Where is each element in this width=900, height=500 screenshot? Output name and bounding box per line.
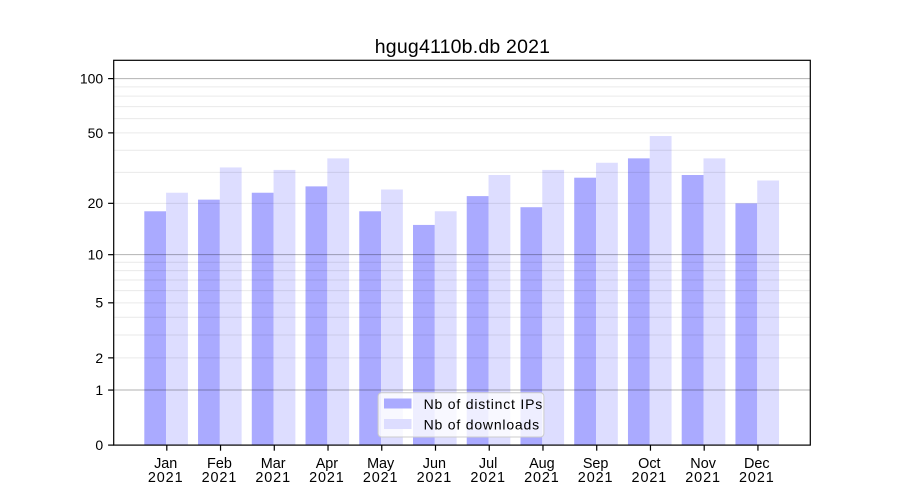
- svg-text:2021: 2021: [632, 470, 668, 486]
- svg-text:2021: 2021: [309, 470, 345, 486]
- svg-text:May: May: [367, 456, 395, 472]
- svg-text:2021: 2021: [685, 470, 721, 486]
- svg-text:1: 1: [95, 382, 103, 398]
- svg-text:2021: 2021: [255, 470, 291, 486]
- svg-text:Mar: Mar: [261, 456, 286, 472]
- svg-text:Apr: Apr: [316, 456, 339, 472]
- svg-text:2: 2: [95, 350, 103, 366]
- svg-text:Nb of downloads: Nb of downloads: [424, 416, 540, 432]
- svg-text:Jun: Jun: [423, 456, 446, 472]
- svg-text:2021: 2021: [524, 470, 560, 486]
- svg-text:20: 20: [88, 195, 104, 211]
- svg-text:Jan: Jan: [154, 456, 177, 472]
- svg-text:Oct: Oct: [638, 456, 660, 472]
- svg-text:2021: 2021: [417, 470, 453, 486]
- svg-text:100: 100: [80, 71, 104, 87]
- svg-text:Sep: Sep: [583, 456, 609, 472]
- svg-text:2021: 2021: [363, 470, 399, 486]
- svg-text:50: 50: [88, 125, 104, 141]
- svg-text:2021: 2021: [202, 470, 238, 486]
- svg-text:2021: 2021: [470, 470, 506, 486]
- svg-text:2021: 2021: [148, 470, 184, 486]
- svg-text:Aug: Aug: [529, 456, 555, 472]
- svg-text:10: 10: [88, 247, 104, 263]
- svg-text:2021: 2021: [739, 470, 775, 486]
- svg-text:hgug4110b.db 2021: hgug4110b.db 2021: [375, 36, 550, 58]
- svg-text:Nov: Nov: [690, 456, 716, 472]
- svg-text:0: 0: [95, 437, 103, 453]
- svg-text:5: 5: [95, 295, 103, 311]
- svg-text:2021: 2021: [578, 470, 614, 486]
- svg-text:Jul: Jul: [479, 456, 497, 472]
- svg-text:Feb: Feb: [207, 456, 232, 472]
- svg-text:Nb of distinct IPs: Nb of distinct IPs: [424, 396, 543, 412]
- svg-text:Dec: Dec: [744, 456, 770, 472]
